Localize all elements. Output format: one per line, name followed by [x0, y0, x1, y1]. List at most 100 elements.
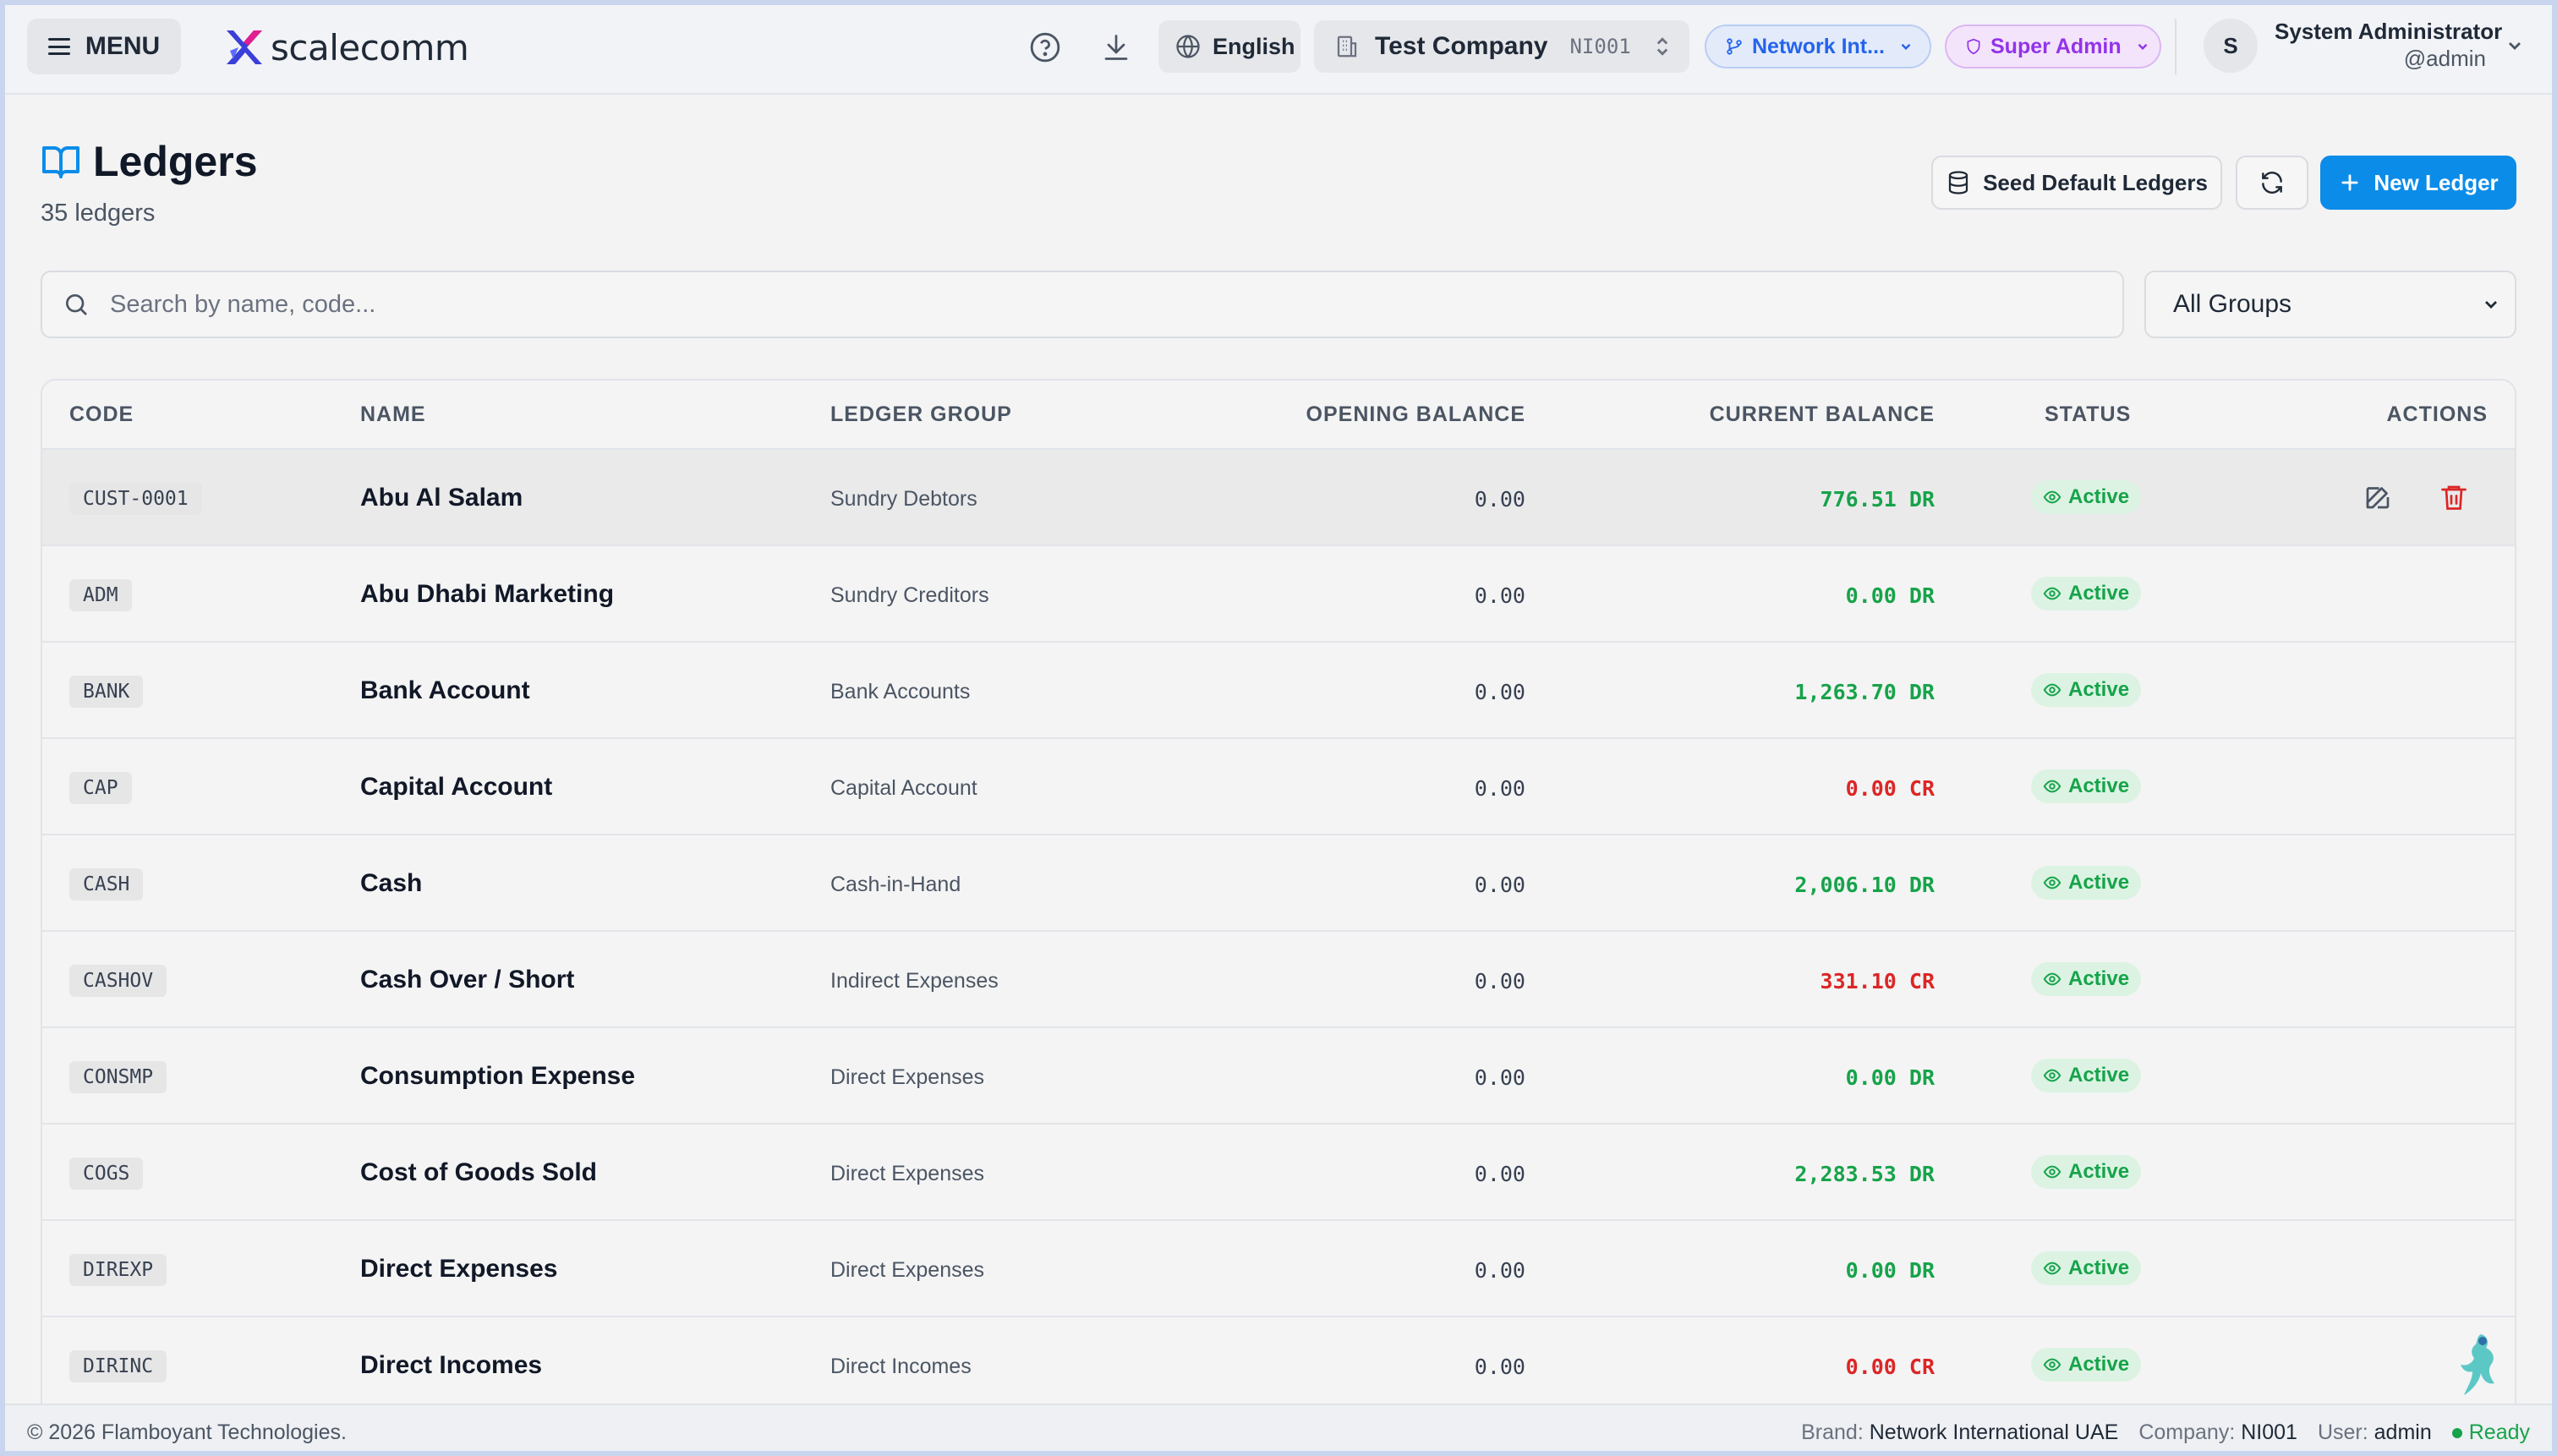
search-input[interactable] — [110, 290, 2055, 319]
page-title: Ledgers — [93, 138, 258, 185]
current-balance: 0.00 CR — [1845, 776, 1935, 801]
ledger-name[interactable]: Abu Al Salam — [360, 484, 523, 512]
eye-icon — [2043, 1358, 2061, 1371]
chevron-down-icon[interactable] — [2505, 36, 2525, 56]
eye-icon — [2043, 683, 2061, 697]
current-balance: 1,263.70 DR — [1794, 680, 1935, 704]
ledger-group: Capital Account — [830, 776, 977, 800]
ledger-name[interactable]: Abu Dhabi Marketing — [360, 580, 615, 608]
new-ledger-button[interactable]: New Ledger — [2320, 156, 2516, 210]
ledger-group: Direct Expenses — [830, 1258, 985, 1282]
chevron-down-icon — [1901, 43, 1911, 50]
ledger-code: CAP — [69, 772, 132, 804]
column-header-name[interactable]: NAME — [360, 402, 426, 426]
status-dot-icon — [2451, 1427, 2462, 1438]
status-label: Ready — [2468, 1420, 2530, 1444]
column-header-ledger-group[interactable]: LEDGER GROUP — [830, 402, 1012, 426]
eye-icon — [2043, 780, 2061, 793]
seed-default-ledgers-button[interactable]: Seed Default Ledgers — [1931, 156, 2222, 210]
ledger-code: CONSMP — [69, 1061, 167, 1093]
column-header-current-balance[interactable]: CURRENT BALANCE — [1709, 402, 1935, 426]
ledger-code: DIREXP — [69, 1254, 167, 1286]
seed-label: Seed Default Ledgers — [1983, 169, 2208, 195]
brand-name: scalecomm — [271, 26, 469, 68]
scalecomm-logo-icon — [227, 30, 262, 64]
role-selector[interactable]: Super Admin — [1945, 25, 2161, 68]
opening-balance: 0.00 — [1474, 1258, 1525, 1283]
shield-icon — [1967, 38, 1980, 55]
language-switcher[interactable]: English — [1158, 20, 1300, 73]
ledger-name[interactable]: Capital Account — [360, 773, 553, 801]
opening-balance: 0.00 — [1474, 776, 1525, 801]
brand-logo[interactable]: scalecomm — [222, 24, 469, 71]
eye-icon — [2043, 876, 2061, 889]
ledger-name[interactable]: Consumption Expense — [360, 1062, 636, 1090]
table-row[interactable]: DIREXP Direct Expenses Direct Expenses 0.00… — [42, 1221, 2515, 1317]
eye-icon — [2043, 490, 2061, 504]
user-handle: @admin — [2403, 46, 2486, 71]
chevron-up-down-icon — [1656, 37, 1667, 56]
ledger-name[interactable]: Direct Incomes — [360, 1351, 543, 1379]
opening-balance: 0.00 — [1474, 583, 1525, 608]
status-badge: Active — [2031, 1251, 2142, 1285]
table-row[interactable]: CAP Capital Account Capital Account 0.00 0.0… — [42, 739, 2515, 835]
table-row[interactable]: DIRINC Direct Incomes Direct Incomes 0.00 0.… — [42, 1317, 2515, 1414]
ledger-code: COGS — [69, 1158, 144, 1190]
user-name[interactable]: System Administrator — [2275, 19, 2503, 44]
git-branch-icon — [1727, 38, 1742, 55]
refresh-button[interactable] — [2236, 156, 2308, 210]
page-header: Ledgers — [41, 137, 258, 186]
company-name: Test Company — [1375, 32, 1548, 60]
table-row[interactable]: CASH Cash Cash-in-Hand 0.00 2,006.10 DR Activ… — [42, 835, 2515, 932]
ledger-group-filter[interactable]: All Groups — [2144, 271, 2516, 338]
column-header-status[interactable]: STATUS — [2045, 402, 2132, 426]
menu-button[interactable]: MENU — [27, 19, 181, 74]
ledger-group: Direct Expenses — [830, 1162, 985, 1185]
network-label: Network Int... — [1752, 34, 1885, 58]
current-balance: 0.00 DR — [1845, 583, 1935, 608]
status-badge: Active — [2031, 866, 2142, 900]
table-row[interactable]: COGS Cost of Goods Sold Direct Expenses 0.0… — [42, 1125, 2515, 1221]
network-selector[interactable]: Network Int... — [1705, 25, 1931, 68]
group-filter-value: All Groups — [2173, 290, 2292, 318]
table-row[interactable]: CUST-0001 Abu Al Salam Sundry Debtors 0.00 7… — [42, 450, 2515, 546]
status-label: Active — [2068, 485, 2130, 508]
ledger-group: Bank Accounts — [830, 680, 971, 703]
company-switcher[interactable]: Test Company NI001 — [1314, 20, 1689, 73]
ledger-name[interactable]: Cash Over / Short — [360, 966, 575, 993]
brand-value: Network International UAE — [1869, 1420, 2119, 1444]
edit-icon[interactable] — [2363, 482, 2393, 512]
download-button[interactable] — [1092, 24, 1140, 71]
status-badge: Active — [2031, 1059, 2142, 1092]
ledger-name[interactable]: Bank Account — [360, 676, 530, 704]
hamburger-icon — [47, 38, 70, 55]
current-balance: 0.00 DR — [1845, 1258, 1935, 1283]
table-row[interactable]: CASHOV Cash Over / Short Indirect Expenses… — [42, 932, 2515, 1028]
table-row[interactable]: CONSMP Consumption Expense Direct Expenses… — [42, 1028, 2515, 1125]
ledger-name[interactable]: Cash — [360, 869, 423, 897]
column-header-opening-balance[interactable]: OPENING BALANCE — [1306, 402, 1525, 426]
company-value: NI001 — [2241, 1420, 2297, 1444]
opening-balance: 0.00 — [1474, 969, 1525, 993]
eye-icon — [2043, 587, 2061, 600]
status-badge: Active — [2031, 1348, 2142, 1382]
ledger-name[interactable]: Direct Expenses — [360, 1255, 558, 1283]
table-row[interactable]: BANK Bank Account Bank Accounts 0.00 1,263.7… — [42, 643, 2515, 739]
column-header-code[interactable]: CODE — [69, 402, 134, 426]
help-button[interactable] — [1021, 24, 1069, 71]
opening-balance: 0.00 — [1474, 1065, 1525, 1090]
status-label: Active — [2068, 1160, 2130, 1183]
ledger-group: Sundry Creditors — [830, 583, 989, 607]
status-label: Active — [2068, 1256, 2130, 1279]
assistant-mascot-icon[interactable] — [2450, 1329, 2510, 1410]
ledger-name[interactable]: Cost of Goods Sold — [360, 1158, 597, 1186]
status-label: Active — [2068, 1353, 2130, 1376]
chevron-down-icon — [2485, 301, 2497, 309]
status-badge: Active — [2031, 673, 2142, 707]
avatar[interactable]: S — [2204, 19, 2258, 73]
ledger-group: Cash-in-Hand — [830, 873, 961, 896]
help-icon — [1030, 32, 1060, 63]
table-row[interactable]: ADM Abu Dhabi Marketing Sundry Creditors 0.… — [42, 546, 2515, 643]
trash-icon[interactable] — [2439, 482, 2469, 512]
ledger-code: BANK — [69, 676, 144, 708]
